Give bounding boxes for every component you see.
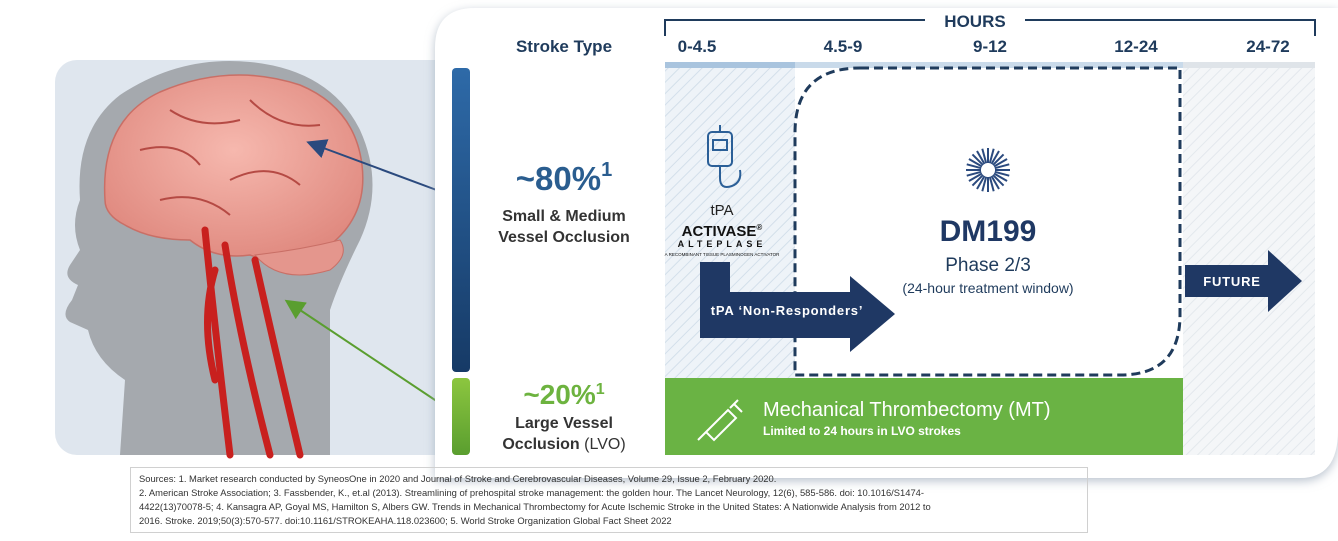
column-header: 24-72: [1246, 37, 1289, 56]
row-label: Occlusion (LVO): [502, 436, 625, 453]
mt-title: Mechanical Thrombectomy (MT): [763, 399, 1050, 421]
infographic: HOURS Stroke Type 0-4.5 4.5-9 9-12 12-24 24-…: [0, 0, 1338, 541]
row-bar: [452, 378, 470, 455]
tpa-brand: ACTIVASE®: [682, 223, 763, 240]
hours-label: HOURS: [944, 12, 1005, 31]
future-window: [1183, 68, 1315, 455]
column-header: 9-12: [973, 37, 1007, 56]
page: HOURS Stroke Type 0-4.5 4.5-9 9-12 12-24 24-…: [0, 0, 1338, 541]
dm199-window-label: (24-hour treatment window): [902, 280, 1073, 296]
tpa-generic: ALTEPLASE: [678, 239, 767, 249]
source-line: 4422(13)70078-5; 4. Kansagra AP, Goyal M…: [139, 500, 1079, 514]
sources: Sources: 1. Market research conducted by…: [130, 467, 1088, 533]
percent: ~80%1: [516, 159, 612, 197]
row-bar: [452, 68, 470, 372]
source-line: Sources: 1. Market research conducted by…: [139, 472, 1079, 486]
dm199-name: DM199: [940, 215, 1037, 248]
head-illustration: [55, 60, 460, 455]
future-label: FUTURE: [1203, 274, 1261, 289]
tpa-name: tPA: [710, 202, 733, 219]
row-label: Vessel Occlusion: [498, 229, 630, 246]
dm199-phase: Phase 2/3: [945, 255, 1031, 276]
header-strip: [1183, 62, 1315, 68]
mt-subtitle: Limited to 24 hours in LVO strokes: [763, 424, 961, 438]
row-label: Small & Medium: [502, 208, 626, 225]
percent: ~20%1: [523, 379, 604, 410]
source-line: 2016. Stroke. 2019;50(3):570-577. doi:10…: [139, 514, 1079, 528]
source-line: 2. American Stroke Association; 3. Fassb…: [139, 486, 1079, 500]
column-header: 12-24: [1114, 37, 1158, 56]
column-header: 0-4.5: [678, 37, 717, 56]
header-strip: [665, 62, 795, 68]
stroke-type-header: Stroke Type: [516, 37, 612, 56]
row-label: Large Vessel: [515, 415, 613, 432]
tpa-arrow-label: tPA ‘Non-Responders’: [711, 303, 864, 318]
tpa-tagline: A RECOMBINANT TISSUE PLASMINOGEN ACTIVAT…: [665, 252, 781, 257]
column-header: 4.5-9: [824, 37, 863, 56]
